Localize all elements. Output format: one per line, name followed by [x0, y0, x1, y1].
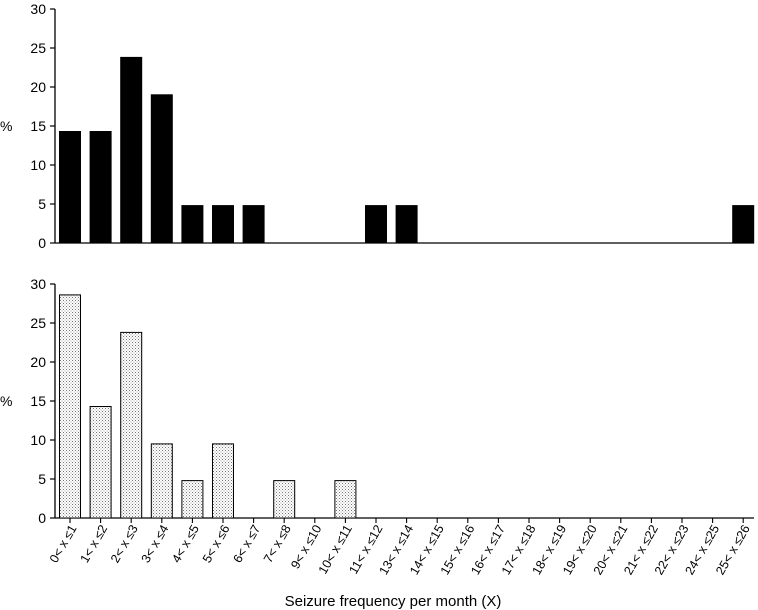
y-tick-label: 10 [30, 157, 46, 173]
y-axis-label: % [0, 393, 12, 409]
bar-top-1 [89, 131, 112, 244]
bar-bottom-4 [181, 480, 204, 519]
bar-bottom-3 [150, 443, 173, 519]
bar-top-6 [242, 205, 265, 244]
top-panel: 0 5 10 15 20 25 30% [0, 1, 755, 251]
bar-bottom-9 [334, 480, 357, 519]
bar-bottom-5 [212, 443, 234, 519]
x-tick-label: 3< x ≤4 [139, 522, 172, 565]
bar-top-0 [59, 131, 81, 244]
bar-top-4 [181, 205, 204, 244]
bar-bottom-1 [89, 406, 112, 519]
y-tick-label: 30 [30, 276, 46, 292]
y-tick-label: 10 [30, 432, 46, 448]
x-tick-label: 7< x ≤8 [261, 522, 294, 565]
y-tick-label: 5 [38, 471, 46, 487]
y-tick-label: 25 [30, 315, 46, 331]
x-category-labels: 0< x ≤11< x ≤22< x ≤33< x ≤44< x ≤55< x … [47, 518, 753, 577]
bar-bottom-2 [120, 331, 143, 519]
bar-top-11 [395, 205, 418, 244]
x-tick-label: 1< x ≤2 [77, 522, 110, 565]
bar-top-10 [365, 205, 387, 244]
y-tick-label: 5 [38, 196, 46, 212]
bar-top-5 [212, 205, 234, 244]
x-tick-label: 5< x ≤6 [200, 522, 233, 565]
y-tick-label: 15 [30, 393, 46, 409]
x-tick-label: 0< x ≤1 [47, 522, 80, 565]
x-tick-label: 2< x ≤3 [108, 522, 141, 565]
y-tick-label: 30 [30, 1, 46, 17]
bar-top-22 [732, 205, 755, 244]
y-tick-label: 0 [38, 510, 46, 526]
bar-bottom-7 [273, 480, 296, 519]
x-tick-label: 6< x ≤7 [230, 522, 263, 565]
x-axis-label: Seizure frequency per month (X) [285, 593, 502, 610]
bar-bottom-0 [59, 294, 81, 519]
bottom-panel: 0 5 10 15 20 25 30% [0, 276, 754, 526]
y-tick-label: 20 [30, 79, 46, 95]
y-tick-label: 15 [30, 118, 46, 134]
y-tick-label: 20 [30, 354, 46, 370]
y-tick-label: 0 [38, 235, 46, 251]
bar-top-2 [120, 56, 143, 244]
y-axis-label: % [0, 118, 12, 134]
x-tick-label: 4< x ≤5 [169, 522, 202, 565]
y-tick-label: 25 [30, 40, 46, 56]
bar-top-3 [150, 94, 173, 244]
